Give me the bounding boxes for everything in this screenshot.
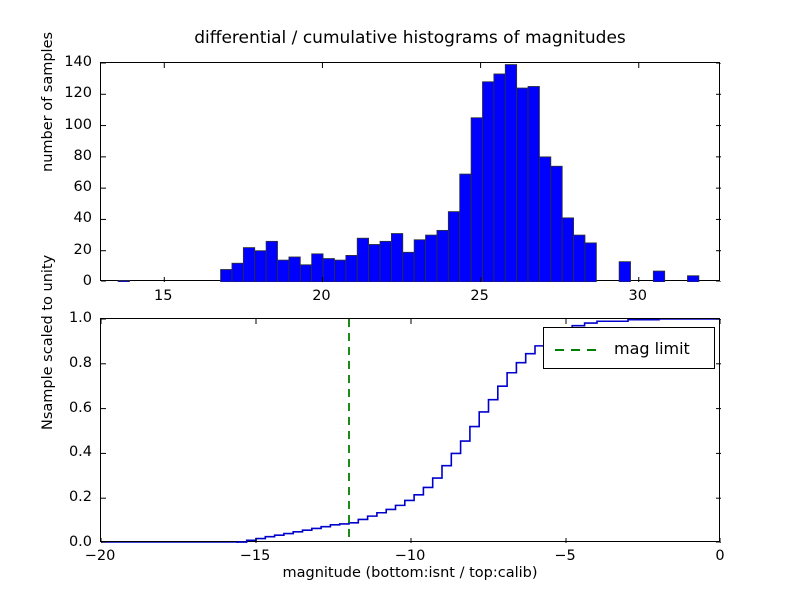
histogram-bar bbox=[425, 234, 438, 282]
top-panel-x-tick-label: 20 bbox=[312, 288, 331, 304]
histogram-bar bbox=[265, 240, 278, 282]
histogram-bar bbox=[447, 211, 461, 282]
legend: mag limit bbox=[543, 327, 715, 369]
bottom-panel-cumulative-axes bbox=[100, 318, 721, 543]
histogram-bar bbox=[299, 264, 313, 282]
histogram-bar bbox=[561, 217, 574, 282]
histogram-bar bbox=[345, 255, 358, 282]
histogram-bar bbox=[356, 237, 370, 282]
x-axis-label: magnitude (bottom:isnt / top:calib) bbox=[282, 565, 538, 581]
histogram-bar bbox=[379, 240, 392, 282]
top-panel-x-tick-label: 15 bbox=[154, 288, 173, 304]
histogram-bar bbox=[482, 81, 495, 282]
histogram-bar bbox=[413, 239, 426, 282]
histogram-bar bbox=[687, 275, 700, 282]
histogram-bar bbox=[527, 86, 540, 282]
histogram-bar bbox=[618, 261, 631, 282]
histogram-bar bbox=[470, 117, 483, 282]
histogram-bar bbox=[322, 258, 335, 282]
top-panel-x-tick-label: 30 bbox=[628, 288, 647, 304]
bottom-panel-y-tick-label: 0.4 bbox=[68, 444, 92, 461]
bottom-panel-x-tick-label: −5 bbox=[554, 548, 576, 564]
histogram-bar bbox=[277, 259, 290, 282]
top-panel-y-tick-label: 20 bbox=[73, 241, 92, 258]
bottom-panel-y-tick-label: 1.0 bbox=[68, 310, 92, 326]
histogram-bar bbox=[402, 251, 415, 282]
bottom-panel-y-tick-label: 0.0 bbox=[68, 534, 92, 550]
bottom-panel-x-tick-label: −15 bbox=[239, 548, 271, 564]
histogram-bar bbox=[117, 280, 130, 282]
histogram-bar bbox=[539, 156, 552, 282]
histogram-bar bbox=[334, 259, 347, 282]
histogram-bar bbox=[231, 262, 244, 282]
bottom-panel-y-tick-label: 0.6 bbox=[68, 399, 92, 416]
bottom-panel-y-tick-label: 0.2 bbox=[68, 489, 92, 506]
mag-limit-line-icon bbox=[554, 347, 600, 351]
top-panel-y-tick-label: 80 bbox=[73, 147, 92, 164]
histogram-bar bbox=[573, 234, 586, 282]
bottom-panel-y-tick-label: 0.8 bbox=[68, 354, 92, 371]
bottom-panel-y-axis-label: Nsample scaled to unity bbox=[40, 254, 56, 430]
histogram-bar bbox=[459, 173, 472, 282]
top-panel-histogram-axes bbox=[100, 62, 721, 282]
histogram-bar bbox=[288, 256, 301, 282]
histogram-bar bbox=[390, 233, 404, 282]
histogram-bar bbox=[242, 247, 256, 282]
top-panel-y-tick-label: 60 bbox=[73, 179, 92, 196]
histogram-bar bbox=[652, 270, 666, 282]
histogram-bar bbox=[436, 229, 449, 282]
histogram-bar bbox=[311, 253, 324, 282]
histogram-bar bbox=[254, 250, 267, 282]
top-panel-y-tick-label: 120 bbox=[64, 85, 92, 102]
figure-title: differential / cumulative histograms of … bbox=[194, 28, 626, 48]
bottom-panel-x-tick-label: −10 bbox=[394, 548, 426, 564]
histogram-bar bbox=[493, 73, 506, 282]
legend-label-mag-limit: mag limit bbox=[614, 338, 690, 358]
top-panel-y-tick-label: 0 bbox=[82, 273, 92, 289]
top-panel-y-tick-label: 40 bbox=[73, 210, 92, 227]
histogram-bar bbox=[368, 244, 381, 282]
histogram-bar bbox=[220, 269, 233, 282]
histogram-bar bbox=[550, 165, 563, 282]
top-panel-y-axis-label: number of samples bbox=[40, 31, 56, 172]
histogram-bar bbox=[584, 242, 597, 282]
top-panel-x-tick-label: 25 bbox=[470, 288, 489, 304]
histogram-plot-area bbox=[101, 63, 721, 282]
top-panel-y-tick-label: 100 bbox=[64, 116, 92, 133]
histogram-bar bbox=[504, 64, 518, 282]
bottom-panel-x-tick-label: −20 bbox=[84, 548, 116, 564]
top-panel-y-tick-label: 140 bbox=[64, 54, 92, 70]
bottom-panel-x-tick-label: 0 bbox=[715, 548, 725, 564]
histogram-bar bbox=[516, 87, 529, 282]
